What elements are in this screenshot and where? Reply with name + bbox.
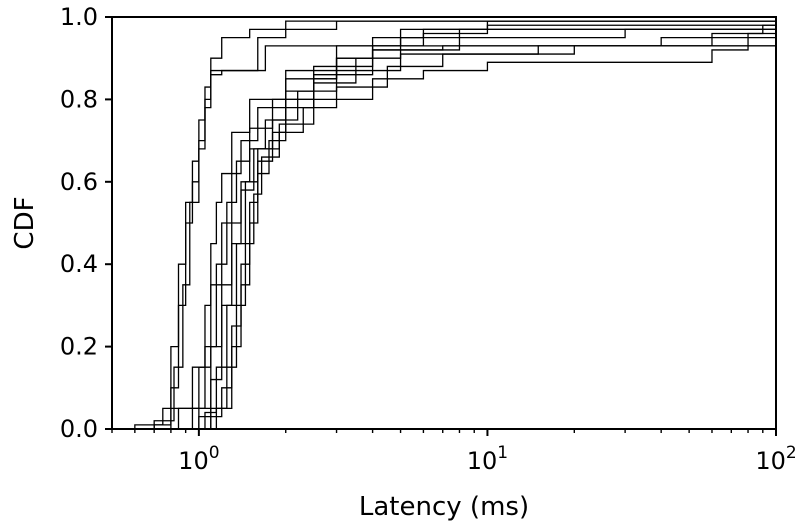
cdf-series-line-6 — [162, 25, 777, 430]
cdf-series-line-11 — [192, 17, 777, 430]
x-tick-label: 100 — [178, 443, 219, 475]
y-axis-label: CDF — [10, 196, 40, 249]
cdf-series-line-8 — [178, 21, 777, 430]
cdf-series-line-10 — [192, 29, 777, 430]
y-tick-label: 0.4 — [60, 250, 98, 278]
plot-frame — [111, 16, 777, 430]
y-tick-label: 1.0 — [60, 3, 98, 31]
cdf-series-line-1 — [112, 17, 777, 430]
y-axis: 0.0 0.2 0.4 0.6 0.8 1.0 — [60, 3, 112, 443]
x-axis: 100 101 102 — [111, 429, 797, 475]
x-tick-label: 102 — [755, 443, 796, 475]
y-tick-label: 0.6 — [60, 168, 98, 196]
cdf-series-line-5 — [154, 21, 777, 430]
cdf-series-line-12 — [198, 25, 777, 430]
y-tick-label: 0.0 — [60, 415, 98, 443]
cdf-series-line-9 — [185, 25, 777, 430]
y-tick-label: 0.8 — [60, 85, 98, 113]
x-tick-label: 101 — [467, 443, 508, 475]
cdf-series-line-7 — [170, 45, 776, 430]
cdf-series-line-3 — [112, 45, 776, 430]
x-axis-label: Latency (ms) — [359, 492, 529, 522]
cdf-series-line-2 — [112, 17, 777, 430]
y-tick-label: 0.2 — [60, 333, 98, 361]
series-layer — [112, 17, 777, 430]
